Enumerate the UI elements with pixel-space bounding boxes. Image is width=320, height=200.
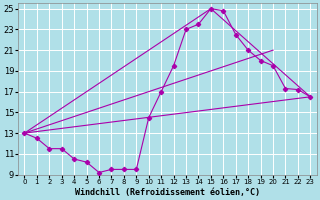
X-axis label: Windchill (Refroidissement éolien,°C): Windchill (Refroidissement éolien,°C) <box>75 188 260 197</box>
